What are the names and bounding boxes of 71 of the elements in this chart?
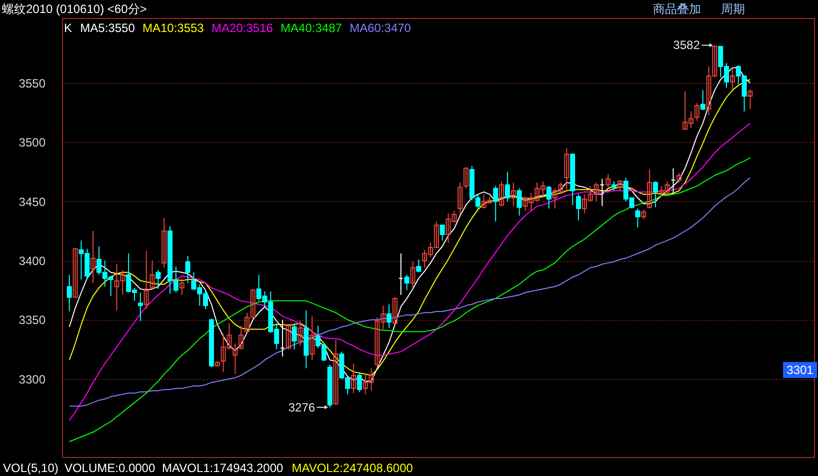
candlestick — [606, 174, 611, 188]
candlestick — [356, 372, 362, 392]
text: MA60:3470 — [350, 21, 412, 35]
candlestick — [576, 194, 582, 221]
candlestick — [90, 230, 96, 284]
text: MA5:3550 — [80, 21, 136, 35]
candlestick — [464, 166, 469, 189]
candlestick — [162, 217, 167, 268]
candlestick — [404, 274, 410, 291]
text: MA40:3487 — [280, 21, 342, 35]
candlestick — [748, 88, 753, 110]
candlestick — [510, 182, 516, 207]
candlestick — [138, 292, 143, 322]
candlestick — [516, 188, 522, 216]
candlestick — [416, 258, 422, 273]
candlestick — [333, 339, 338, 406]
candlestick — [647, 168, 652, 210]
annotation: 3582 — [673, 38, 700, 52]
candlestick — [351, 363, 356, 394]
candlestick — [286, 324, 291, 350]
candlestick — [238, 325, 244, 350]
chart-title: 螺纹2010 (010610) <60分> — [2, 2, 147, 16]
candlestick — [493, 186, 498, 222]
text: 商品叠加 — [653, 2, 701, 16]
y-tick-label: 3450 — [18, 194, 46, 209]
candlestick — [564, 148, 570, 190]
y-tick-label: 3400 — [18, 254, 46, 268]
y-tick-label: 3300 — [18, 372, 46, 386]
candlestick — [694, 102, 700, 122]
text: VOLUME:0.0000 — [64, 461, 156, 475]
candlestick — [150, 260, 155, 290]
candlestick — [156, 270, 161, 290]
line-series — [68, 157, 751, 442]
candlestick — [730, 66, 735, 90]
annotation: 3276 — [288, 400, 316, 414]
candlestick — [298, 320, 303, 346]
text: 3301 — [786, 363, 814, 377]
candlestick — [635, 208, 640, 228]
candlestick — [292, 322, 297, 350]
text: 周期 — [721, 2, 745, 16]
candlestick — [410, 261, 416, 288]
candlestick — [310, 316, 315, 360]
candlestick — [617, 180, 622, 192]
legend-title: K — [64, 21, 72, 35]
candlestick — [676, 172, 682, 183]
text: MAVOL1:174943.2000 — [162, 461, 284, 475]
candlestick — [700, 90, 706, 111]
candlestick — [232, 342, 238, 375]
text: MA20:3516 — [212, 21, 274, 35]
candlestick — [386, 304, 392, 329]
text: MAVOL2:247408.6000 — [292, 461, 414, 475]
candlestick — [66, 274, 72, 312]
y-tick-label: 3350 — [18, 313, 46, 328]
line-series — [68, 122, 751, 421]
candlestick — [641, 209, 646, 220]
candlestick — [392, 296, 398, 324]
candlestick — [440, 224, 445, 241]
candlestick — [144, 250, 149, 310]
y-tick-label: 3550 — [18, 76, 46, 91]
candlestick — [185, 255, 190, 284]
candlestick — [499, 180, 504, 207]
candlestick — [458, 182, 463, 215]
candlestick — [179, 278, 184, 296]
y-tick-label: 3500 — [18, 136, 46, 150]
candlestick — [504, 171, 510, 202]
candlestick — [72, 248, 78, 298]
text: VOL(5,10) — [3, 461, 58, 475]
candlestick — [612, 180, 617, 192]
candlestick — [652, 180, 658, 208]
candlestick — [546, 186, 552, 210]
text: MA10:3553 — [142, 21, 204, 35]
